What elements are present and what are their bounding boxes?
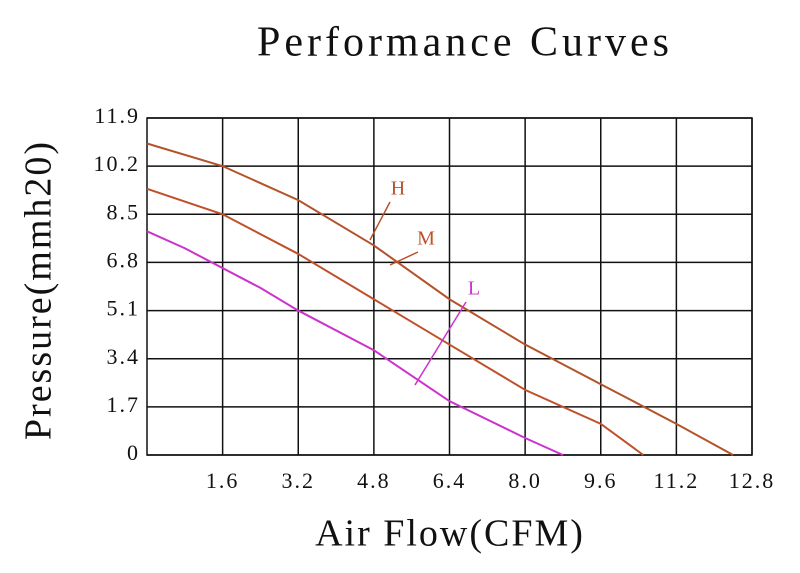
x-tick-label: 6.4 [433,468,467,493]
leader-line [369,201,391,241]
x-axis-label: Air Flow(CFM) [315,513,585,555]
y-tick-label: 11.9 [94,103,140,128]
x-tick-label: 11.2 [654,468,700,493]
y-tick-label: 10.2 [94,151,141,176]
y-tick-label: 0 [127,440,140,465]
x-tick-label: 12.8 [729,468,776,493]
x-tick-label: 3.2 [282,468,316,493]
y-tick-label: 8.5 [107,199,141,224]
series-label: L [468,278,480,300]
x-tick-label: 9.6 [584,468,618,493]
series-label: M [417,228,435,250]
chart-title: Performance Curves [257,20,673,66]
curve [146,142,734,456]
y-tick-label: 6.8 [107,247,141,272]
y-axis-label: Pressure(mmh20) [18,140,60,440]
curve [146,230,564,456]
y-tick-label: 1.7 [107,392,141,417]
x-tick-label: 4.8 [357,468,391,493]
leader-line [389,251,419,266]
leader-line [414,301,467,386]
x-tick-label: 8.0 [508,468,542,493]
y-tick-label: 5.1 [107,296,141,321]
y-tick-label: 3.4 [107,344,141,369]
x-tick-label: 1.6 [206,468,240,493]
curve [146,187,644,456]
series-label: H [391,178,405,200]
